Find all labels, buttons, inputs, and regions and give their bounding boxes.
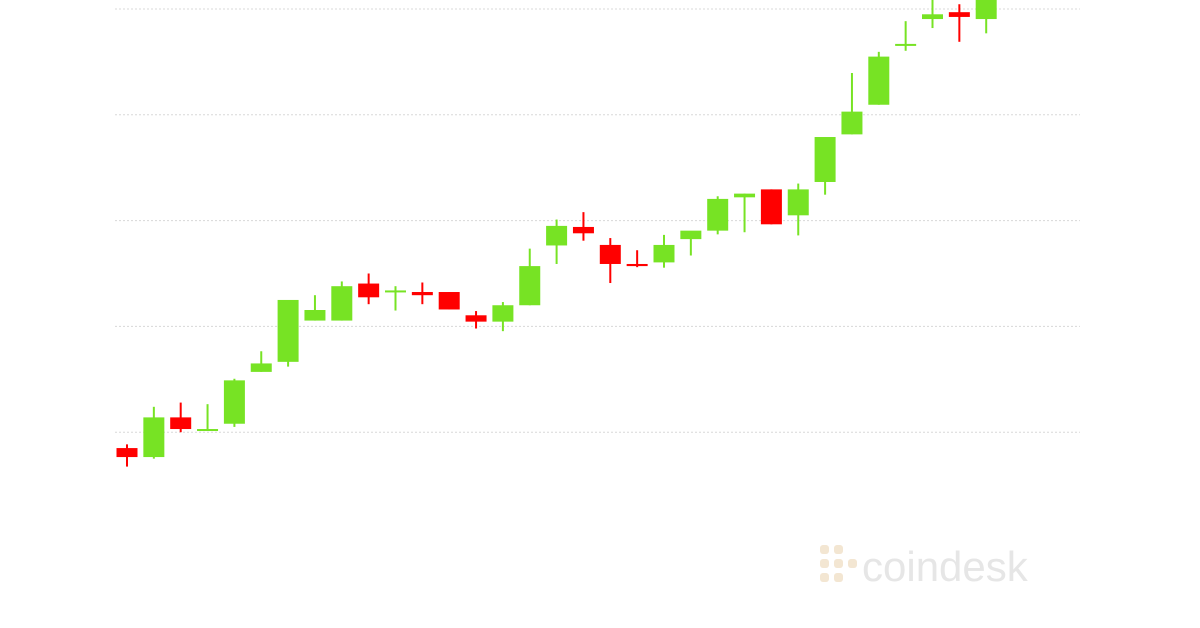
candle-body-24 [734,193,756,198]
candle-body-3 [170,417,192,430]
candle-body-33 [975,0,997,20]
candle-body-9 [331,286,353,321]
candle-body-6 [250,363,272,372]
candle-body-14 [465,315,487,322]
coindesk-watermark: coindesk [820,543,1029,590]
candle-body-15 [492,305,514,322]
candles [116,0,997,467]
candle-body-23 [707,198,729,231]
coindesk-logo-icon [820,545,857,582]
candle-body-17 [546,225,568,246]
candle-body-2 [143,417,165,458]
candle-body-27 [814,137,836,182]
grid-lines [115,8,1080,433]
candle-body-13 [438,292,460,310]
candle-body-19 [599,244,621,264]
candle-body-30 [895,43,917,46]
candle-body-25 [760,189,782,225]
candle-body-11 [385,290,406,293]
watermark-text: coindesk [862,543,1029,590]
candle-body-31 [922,14,943,20]
candle-body-8 [304,310,326,321]
candle-body-18 [572,226,594,234]
candle-body-29 [868,56,890,105]
candle-body-32 [948,12,970,17]
candle-body-7 [277,299,299,362]
candle-body-20 [626,263,648,267]
candle-body-10 [358,283,380,298]
candle-body-5 [223,380,245,424]
candle-body-22 [680,230,702,240]
candle-body-16 [519,266,541,306]
candle-body-1 [116,448,138,458]
candle-body-21 [653,244,675,263]
candle-body-28 [841,111,863,135]
candle-body-26 [787,189,809,216]
candle-body-12 [411,292,433,296]
candle-body-4 [197,429,219,432]
